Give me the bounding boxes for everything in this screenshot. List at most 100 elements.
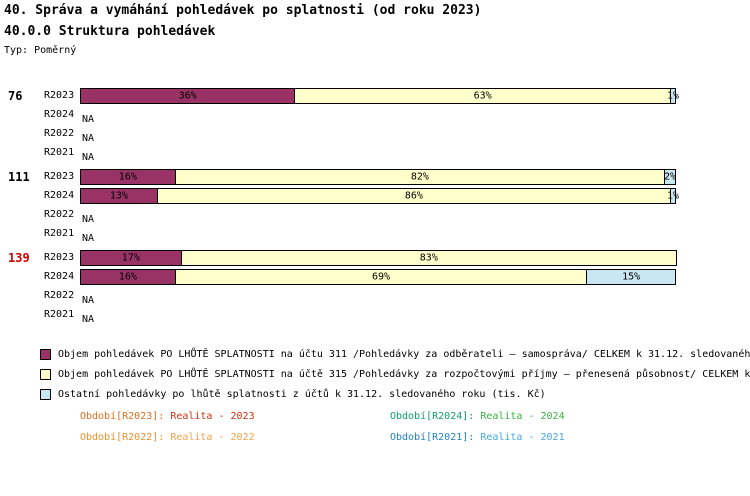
period-row-label: R2023 bbox=[44, 171, 75, 182]
legend-item: Ostatní pohledávky po lhůtě splatnosti z… bbox=[40, 384, 750, 404]
na-label: NA bbox=[82, 213, 95, 225]
period-row-label: R2024 bbox=[44, 271, 75, 282]
bar-segment-label: 16% bbox=[118, 171, 137, 182]
bar-segment: 1% bbox=[666, 87, 680, 104]
bar-segment-label: 13% bbox=[109, 190, 128, 201]
period-legend-value: Realita - 2023 bbox=[170, 411, 255, 422]
period-legend-item: Období[R2021]: Realita - 2021 bbox=[390, 431, 565, 444]
bar-row: R2022 NA bbox=[0, 205, 750, 225]
stacked-bar: 16% 82% 2% bbox=[80, 168, 678, 185]
bar-area: 13% 86% 1% bbox=[80, 187, 680, 204]
period-row-label: R2023 bbox=[44, 90, 75, 101]
bar-segment: 83% bbox=[180, 249, 677, 266]
bar-row: R2024 16% 69% 15% bbox=[0, 267, 750, 286]
bar-area: NA bbox=[80, 126, 678, 144]
period-legend-value: Realita - 2021 bbox=[480, 432, 565, 443]
na-label: NA bbox=[82, 151, 95, 163]
bar-area: NA bbox=[80, 107, 678, 125]
bar-row: 76 R2023 36% 63% 1% bbox=[0, 86, 750, 105]
bar-segment-label: 36% bbox=[178, 90, 197, 101]
bar-segment: 36% bbox=[80, 87, 296, 104]
series-legend: Objem pohledávek PO LHŮTĚ SPLATNOSTI na … bbox=[40, 344, 750, 404]
bar-segment-label: 17% bbox=[121, 252, 140, 263]
bar-segment: 2% bbox=[663, 168, 677, 185]
period-row-label: R2021 bbox=[44, 309, 75, 320]
bar-row: R2021 NA bbox=[0, 305, 750, 325]
bar-segment-label: 2% bbox=[663, 171, 677, 182]
group-total-label: 139 bbox=[8, 250, 30, 265]
period-row-label: R2023 bbox=[44, 252, 75, 263]
period-legend-item: Období[R2023]: Realita - 2023 bbox=[80, 410, 390, 423]
bar-group: 76 R2023 36% 63% 1% R2024 NA R2022 NA R2021 NA bbox=[0, 86, 750, 163]
bar-segment: 13% bbox=[80, 187, 158, 204]
na-label: NA bbox=[82, 313, 95, 325]
bar-segment: 16% bbox=[80, 268, 176, 285]
bar-row: R2024 NA bbox=[0, 105, 750, 125]
group-total-label: 111 bbox=[8, 169, 30, 184]
bar-row: R2021 NA bbox=[0, 143, 750, 163]
bar-area: NA bbox=[80, 226, 678, 244]
bar-segment-label: 1% bbox=[666, 90, 680, 101]
bar-segment: 15% bbox=[586, 268, 676, 285]
bar-segment-label: 16% bbox=[118, 271, 137, 282]
period-legend-value: Realita - 2022 bbox=[170, 432, 255, 443]
bar-group: 111 R2023 16% 82% 2% R2024 13% 86% 1% R2022 NA R202… bbox=[0, 167, 750, 244]
bar-segment: 17% bbox=[80, 249, 182, 266]
period-row-label: R2021 bbox=[44, 228, 75, 239]
bar-row: R2022 NA bbox=[0, 124, 750, 144]
na-label: NA bbox=[82, 232, 95, 244]
stacked-bar-chart: 76 R2023 36% 63% 1% R2024 NA R2022 NA R2021 NA 111 R… bbox=[0, 86, 750, 329]
bar-segment-label: 82% bbox=[410, 171, 429, 182]
bar-segment-label: 83% bbox=[419, 252, 438, 263]
bar-row: 139 R2023 17% 83% bbox=[0, 248, 750, 267]
legend-swatch bbox=[40, 388, 51, 400]
legend-label: Ostatní pohledávky po lhůtě splatnosti z… bbox=[58, 388, 546, 400]
stacked-bar: 16% 69% 15% bbox=[80, 268, 678, 285]
period-row-label: R2024 bbox=[44, 109, 75, 120]
period-row-label: R2022 bbox=[44, 128, 75, 139]
period-row-label: R2024 bbox=[44, 190, 75, 201]
period-legend-item: Období[R2024]: Realita - 2024 bbox=[390, 410, 565, 423]
period-legend-prefix: Období[R2021]: bbox=[390, 432, 481, 443]
legend-label: Objem pohledávek PO LHŮTĚ SPLATNOSTI na … bbox=[58, 348, 750, 360]
stacked-bar: 36% 63% 1% bbox=[80, 87, 680, 104]
group-total-label: 76 bbox=[8, 88, 23, 103]
period-legend-prefix: Období[R2024]: bbox=[390, 411, 481, 422]
stacked-bar: 17% 83% bbox=[80, 249, 678, 266]
legend-label: Objem pohledávek PO LHŮTĚ SPLATNOSTI na … bbox=[58, 368, 750, 380]
legend-swatch bbox=[40, 368, 51, 380]
bar-segment: 16% bbox=[80, 168, 176, 185]
bar-area: NA bbox=[80, 207, 678, 225]
bar-row: R2021 NA bbox=[0, 224, 750, 244]
period-legend: Období[R2023]: Realita - 2023 Období[R202… bbox=[80, 410, 565, 444]
chart-title: 40. Správa a vymáhání pohledávek po spla… bbox=[4, 3, 482, 18]
na-label: NA bbox=[82, 113, 95, 125]
bar-segment-label: 69% bbox=[371, 271, 390, 282]
bar-segment: 1% bbox=[666, 187, 680, 204]
bar-group: 139 R2023 17% 83% R2024 16% 69% 15% R2022 NA R2021… bbox=[0, 248, 750, 325]
period-legend-prefix: Období[R2023]: bbox=[80, 411, 171, 422]
bar-row: R2022 NA bbox=[0, 286, 750, 306]
na-label: NA bbox=[82, 132, 95, 144]
bar-area: NA bbox=[80, 145, 678, 163]
bar-area: 16% 82% 2% bbox=[80, 168, 678, 185]
bar-area: NA bbox=[80, 307, 678, 325]
period-row-label: R2022 bbox=[44, 290, 75, 301]
legend-item: Objem pohledávek PO LHŮTĚ SPLATNOSTI na … bbox=[40, 344, 750, 364]
bar-segment: 63% bbox=[294, 87, 671, 104]
bar-segment-label: 15% bbox=[622, 271, 641, 282]
bar-area: 16% 69% 15% bbox=[80, 268, 678, 285]
bar-segment-label: 86% bbox=[404, 190, 423, 201]
bar-area: 36% 63% 1% bbox=[80, 87, 680, 104]
stacked-bar: 13% 86% 1% bbox=[80, 187, 680, 204]
bar-segment: 69% bbox=[174, 268, 588, 285]
period-legend-prefix: Období[R2022]: bbox=[80, 432, 171, 443]
period-row-label: R2022 bbox=[44, 209, 75, 220]
bar-row: 111 R2023 16% 82% 2% bbox=[0, 167, 750, 186]
period-legend-value: Realita - 2024 bbox=[480, 411, 565, 422]
bar-row: R2024 13% 86% 1% bbox=[0, 186, 750, 205]
legend-item: Objem pohledávek PO LHŮTĚ SPLATNOSTI na … bbox=[40, 364, 750, 384]
bar-segment-label: 1% bbox=[666, 190, 680, 201]
bar-segment: 86% bbox=[156, 187, 671, 204]
bar-area: 17% 83% bbox=[80, 249, 678, 266]
